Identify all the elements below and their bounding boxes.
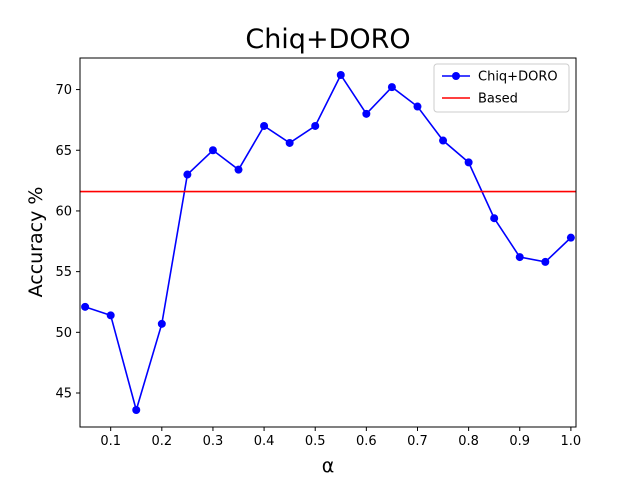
data-point: [362, 109, 371, 118]
legend-marker: [452, 72, 460, 80]
x-tick-label: 0.1: [100, 434, 121, 449]
data-point: [106, 311, 115, 320]
legend-label: Chiq+DORO: [478, 70, 558, 85]
data-point: [132, 406, 141, 415]
y-tick-label: 45: [55, 387, 72, 402]
data-point: [464, 158, 473, 167]
x-tick-label: 0.6: [356, 434, 377, 449]
x-tick-label: 0.9: [509, 434, 530, 449]
legend-label: Based: [478, 92, 518, 107]
data-point: [311, 121, 320, 130]
data-point: [413, 102, 422, 111]
data-point: [336, 70, 345, 79]
data-point: [208, 146, 217, 155]
data-point: [234, 165, 243, 174]
data-point: [439, 136, 448, 145]
plot-frame: [79, 57, 577, 428]
x-tick-label: 1.0: [561, 434, 582, 449]
plot-area: [80, 70, 576, 415]
chart-title: Chiq+DORO: [245, 24, 410, 55]
x-tick-label: 0.4: [254, 434, 275, 449]
x-tick-label: 0.7: [407, 434, 428, 449]
x-axis-label: α: [322, 455, 335, 477]
data-point: [285, 138, 294, 147]
data-point: [260, 121, 269, 130]
y-axis-label: Accuracy %: [25, 187, 47, 298]
series-line: [84, 73, 572, 413]
data-point: [541, 257, 550, 266]
data-point: [183, 170, 192, 179]
legend: Chiq+DORO Based: [433, 63, 570, 113]
data-point: [490, 214, 499, 223]
y-tick-label: 65: [55, 144, 72, 159]
y-tick-label: 50: [55, 326, 72, 341]
data-point: [157, 319, 166, 328]
x-tick-label: 0.5: [305, 434, 326, 449]
y-tick-label: 60: [55, 204, 72, 219]
x-tick-label: 0.8: [458, 434, 479, 449]
x-tick-label: 0.3: [203, 434, 224, 449]
y-tick-label: 55: [55, 265, 72, 280]
data-point: [566, 233, 575, 242]
y-tick-label: 70: [55, 83, 72, 98]
x-tick-label: 0.2: [151, 434, 172, 449]
data-point: [515, 253, 524, 262]
data-point: [387, 83, 396, 92]
data-point: [81, 302, 90, 311]
